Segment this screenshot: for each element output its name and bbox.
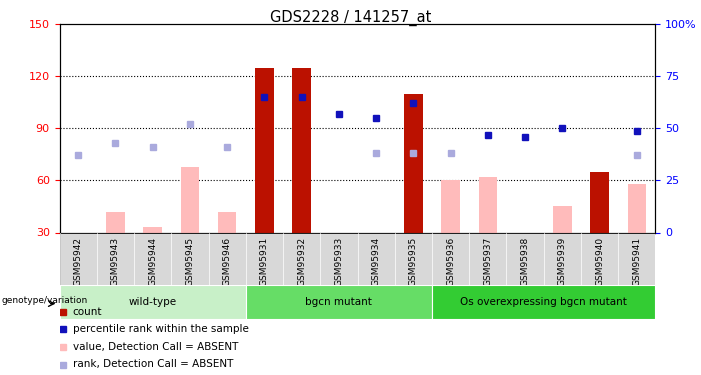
Text: GSM95932: GSM95932 xyxy=(297,237,306,286)
Text: GSM95942: GSM95942 xyxy=(74,237,83,286)
Text: GSM95943: GSM95943 xyxy=(111,237,120,286)
Bar xyxy=(442,180,460,232)
Bar xyxy=(292,68,311,232)
Bar xyxy=(404,94,423,232)
Text: GSM95946: GSM95946 xyxy=(223,237,231,286)
Text: GSM95931: GSM95931 xyxy=(260,237,269,286)
Text: Os overexpressing bgcn mutant: Os overexpressing bgcn mutant xyxy=(461,297,627,307)
Bar xyxy=(553,207,571,232)
Bar xyxy=(432,285,655,319)
Text: GDS2228 / 141257_at: GDS2228 / 141257_at xyxy=(270,9,431,26)
Text: GSM95934: GSM95934 xyxy=(372,237,381,286)
Bar xyxy=(627,184,646,232)
Bar xyxy=(218,211,236,232)
Text: GSM95933: GSM95933 xyxy=(334,237,343,286)
Bar xyxy=(246,285,432,319)
Text: GSM95940: GSM95940 xyxy=(595,237,604,286)
Text: GSM95938: GSM95938 xyxy=(521,237,529,286)
Bar xyxy=(181,166,199,232)
Text: GSM95944: GSM95944 xyxy=(148,237,157,286)
Text: wild-type: wild-type xyxy=(128,297,177,307)
Text: genotype/variation: genotype/variation xyxy=(1,296,88,304)
Bar xyxy=(106,211,125,232)
Text: value, Detection Call = ABSENT: value, Detection Call = ABSENT xyxy=(73,342,238,352)
Bar xyxy=(590,172,609,232)
Text: rank, Detection Call = ABSENT: rank, Detection Call = ABSENT xyxy=(73,360,233,369)
Text: GSM95945: GSM95945 xyxy=(186,237,194,286)
Text: GSM95939: GSM95939 xyxy=(558,237,567,286)
Text: bgcn mutant: bgcn mutant xyxy=(306,297,372,307)
Text: count: count xyxy=(73,307,102,317)
Text: GSM95941: GSM95941 xyxy=(632,237,641,286)
Text: GSM95936: GSM95936 xyxy=(446,237,455,286)
Bar xyxy=(60,285,246,319)
Bar xyxy=(255,68,273,232)
Bar xyxy=(144,227,162,232)
Text: GSM95937: GSM95937 xyxy=(484,237,492,286)
Bar xyxy=(479,177,497,232)
Text: percentile rank within the sample: percentile rank within the sample xyxy=(73,324,249,334)
Text: GSM95935: GSM95935 xyxy=(409,237,418,286)
